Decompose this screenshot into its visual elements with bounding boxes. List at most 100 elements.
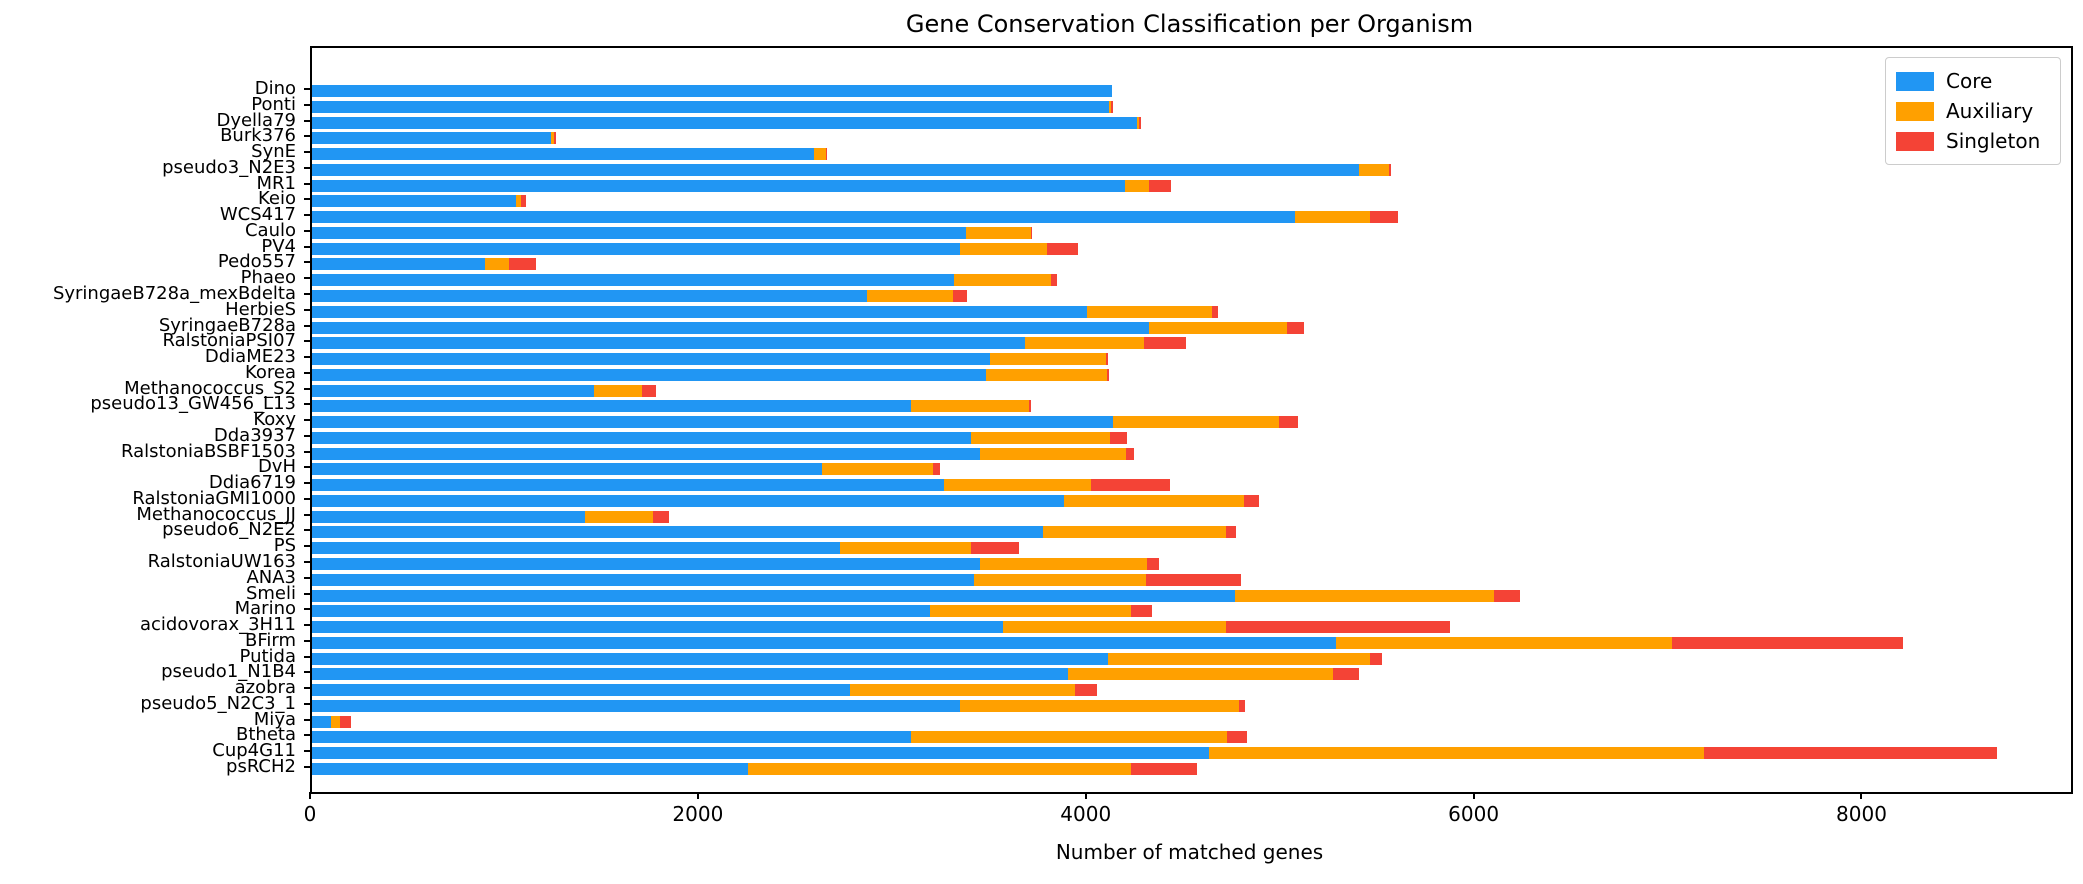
bar-segment-singleton — [1145, 573, 1241, 586]
bar-segment-singleton — [1107, 368, 1110, 381]
bar-segment-core — [312, 605, 930, 618]
bar-segment-core — [312, 100, 1110, 113]
bar-segment-core — [312, 211, 1296, 224]
bar-segment-core — [312, 463, 823, 476]
bar-segment-auxiliary — [748, 763, 1132, 775]
bar-segment-singleton — [1704, 747, 1998, 760]
bar-segment-core — [312, 542, 840, 555]
bar-segment-auxiliary — [1043, 526, 1227, 539]
bar-segment-core — [312, 179, 1125, 192]
bar-segment-core — [312, 573, 975, 586]
bar-segment-auxiliary — [1235, 589, 1495, 602]
y-tick-mark — [304, 750, 310, 753]
bar-segment-auxiliary — [929, 605, 1132, 618]
y-tick-mark — [304, 356, 310, 359]
y-tick-label: azobra — [234, 677, 296, 699]
x-tick-label: 2000 — [672, 802, 724, 826]
y-tick-mark — [304, 245, 310, 248]
bar-segment-singleton — [1028, 400, 1031, 413]
bar-segment-singleton — [340, 715, 351, 728]
bar-segment-auxiliary — [1148, 321, 1287, 334]
bar-segment-singleton — [952, 289, 968, 302]
bar-segment-auxiliary — [989, 353, 1107, 366]
y-tick-label: Ponti — [251, 93, 296, 115]
bar-segment-singleton — [653, 510, 669, 523]
bar-segment-auxiliary — [965, 226, 1031, 239]
bar-segment-auxiliary — [959, 242, 1047, 255]
y-tick-mark — [304, 214, 310, 217]
bar-segment-auxiliary — [850, 684, 1076, 697]
bar-segment-core — [312, 621, 1004, 634]
y-tick-label: Btheta — [236, 724, 296, 746]
y-tick-label: MR1 — [256, 172, 297, 194]
y-tick-mark — [304, 324, 310, 327]
y-tick-label: Marino — [234, 598, 296, 620]
bar-segment-core — [312, 116, 1138, 129]
y-tick-mark — [304, 308, 310, 311]
bar-segment-singleton — [932, 463, 941, 476]
bar-segment-core — [312, 384, 595, 397]
bar-segment-auxiliary — [1124, 179, 1149, 192]
y-tick-mark — [304, 340, 310, 343]
y-tick-label: pseudo3_N2E3 — [162, 156, 296, 178]
bar-segment-auxiliary — [1335, 636, 1673, 649]
bar-segment-auxiliary — [1108, 652, 1370, 665]
bar-segment-core — [312, 274, 954, 287]
y-tick-mark — [304, 545, 310, 548]
bar-segment-core — [312, 479, 945, 492]
bar-segment-singleton — [1333, 668, 1360, 681]
bar-segment-singleton — [1278, 416, 1299, 429]
y-tick-mark — [304, 88, 310, 90]
y-tick-mark — [304, 434, 310, 437]
bar-segment-auxiliary — [1109, 100, 1111, 113]
bar-segment-auxiliary — [594, 384, 642, 397]
bar-segment-singleton — [1243, 494, 1260, 507]
bar-segment-auxiliary — [515, 195, 522, 208]
y-tick-mark — [304, 608, 310, 611]
y-tick-label: Korea — [244, 361, 296, 383]
y-tick-mark — [304, 277, 310, 280]
y-tick-mark — [304, 482, 310, 485]
bar-segment-core — [312, 85, 1112, 97]
bar-segment-core — [312, 400, 912, 413]
y-tick-mark — [304, 592, 310, 595]
y-tick-label: Miya — [253, 708, 296, 730]
y-tick-label: RalstoniaBSBF1503 — [121, 440, 296, 462]
bar-segment-core — [312, 715, 332, 728]
bar-segment-auxiliary — [1112, 416, 1279, 429]
y-tick-mark — [304, 671, 310, 674]
y-tick-mark — [304, 497, 310, 500]
y-tick-label: Methanococcus_JJ — [136, 503, 296, 525]
y-tick-label: SynE — [251, 141, 296, 163]
bar-segment-singleton — [641, 384, 657, 397]
y-tick-mark — [304, 513, 310, 516]
bar-segment-singleton — [1226, 621, 1451, 634]
bar-segment-core — [312, 636, 1336, 649]
bar-segment-auxiliary — [814, 148, 826, 161]
bar-segment-core — [312, 699, 960, 712]
y-tick-label: Smeli — [245, 582, 296, 604]
y-tick-mark — [304, 766, 310, 768]
bar-segment-auxiliary — [585, 510, 654, 523]
x-tick-mark — [1084, 792, 1087, 799]
bar-segment-singleton — [1143, 337, 1186, 350]
y-tick-mark — [304, 450, 310, 453]
bar-segment-singleton — [1226, 526, 1237, 539]
legend-swatch-singleton — [1896, 131, 1934, 151]
y-tick-label: Phaeo — [240, 267, 296, 289]
bar-segment-core — [312, 494, 1064, 507]
y-tick-label: ANA3 — [246, 566, 296, 588]
x-tick-mark — [1472, 792, 1475, 799]
bar-segment-auxiliary — [1137, 116, 1139, 129]
y-tick-label: DdiaME23 — [204, 346, 296, 368]
bar-segment-singleton — [1111, 100, 1113, 113]
bar-segment-singleton — [825, 148, 827, 161]
bar-segment-core — [312, 510, 586, 523]
y-tick-label: pseudo1_N1B4 — [161, 661, 296, 683]
y-tick-mark — [304, 687, 310, 690]
bar-segment-auxiliary — [980, 447, 1126, 460]
y-tick-mark — [304, 182, 310, 185]
y-tick-mark — [304, 624, 310, 627]
bar-segment-core — [312, 731, 912, 744]
